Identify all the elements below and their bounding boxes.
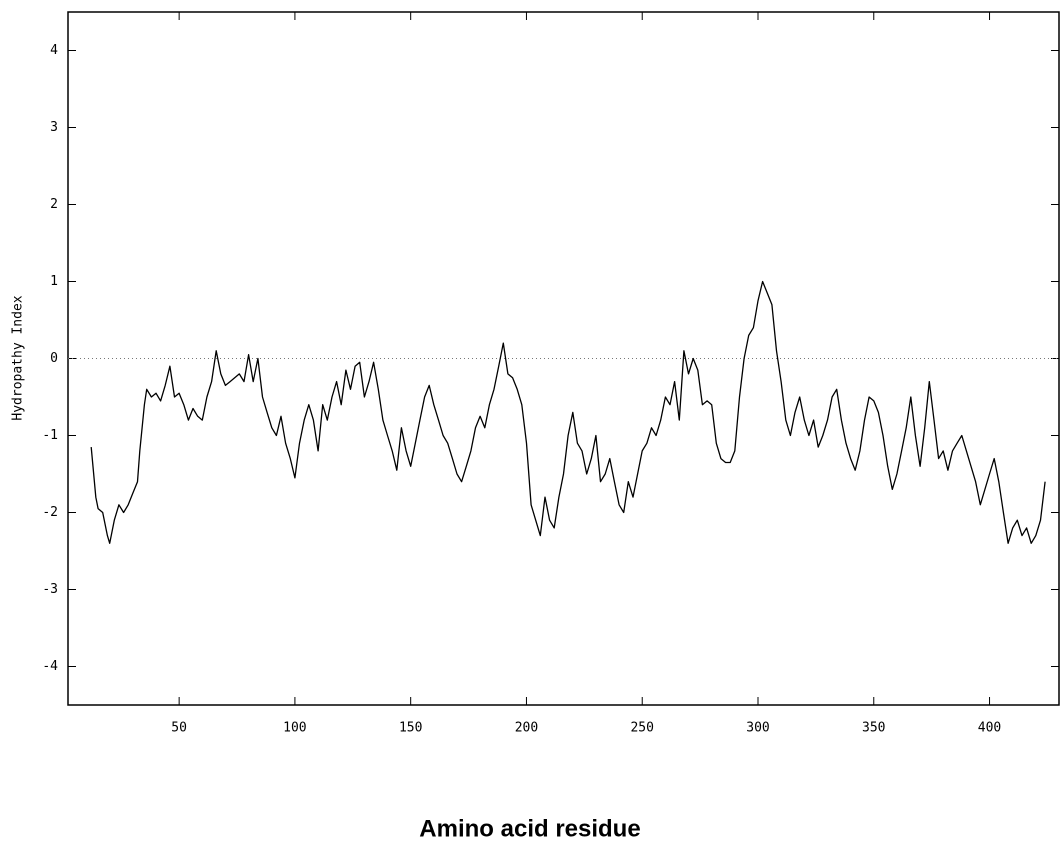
x-tick-label: 250 [630,721,653,736]
y-axis-title: Hydropathy Index [11,295,26,420]
x-tick-label: 300 [746,721,769,736]
data-line [90,280,1046,544]
y-tick-label: -3 [42,582,58,597]
y-tick-label: 3 [50,120,58,135]
y-tick-label: 2 [50,197,58,212]
y-tick-label: 4 [50,43,58,58]
x-tick-label: 350 [862,721,885,736]
x-tick-label: 100 [283,721,306,736]
y-tick-label: -4 [42,659,58,674]
x-tick-label: 400 [978,721,1001,736]
y-tick-label: -2 [42,505,58,520]
y-tick-label: 0 [50,351,58,366]
x-tick-label: 200 [515,721,538,736]
x-tick-label: 50 [171,721,187,736]
x-axis-title: Amino acid residue [419,815,640,842]
x-tick-label: 150 [399,721,422,736]
y-tick-label: 1 [50,274,58,289]
y-tick-label: -1 [42,428,58,443]
